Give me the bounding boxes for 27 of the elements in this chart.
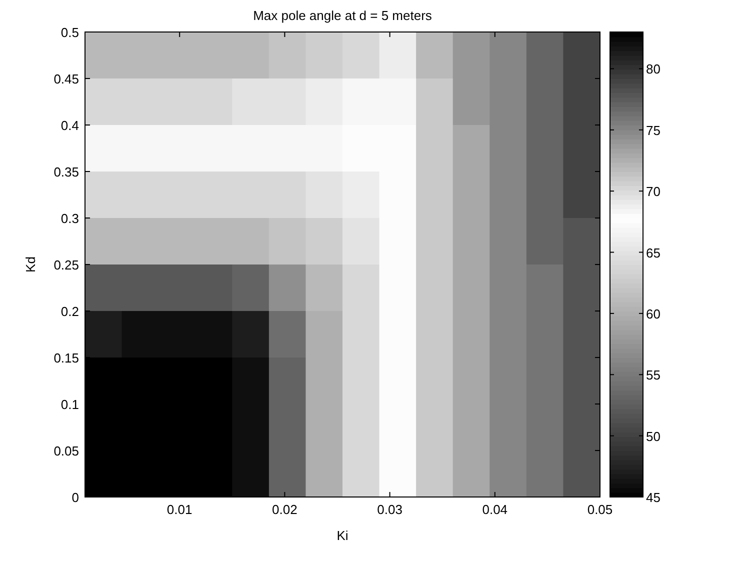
x-tick-label: 0.02 [272,502,298,517]
y-tick-label: 0.2 [60,304,79,319]
y-tick-label: 0.15 [54,350,79,366]
x-tick-label: 0.01 [166,502,192,517]
color-bar-label: 60 [646,306,660,322]
y-tick-label: 0.5 [60,25,79,40]
x-tick-label: 0.04 [482,502,508,517]
color-bar-label: 65 [646,245,660,260]
y-tick-label: 0 [72,490,79,505]
y-tick-label: 0.35 [54,164,79,180]
y-tick-label: 0.05 [54,444,79,458]
chart-title: Max pole angle at d = 5 meters [253,8,432,23]
y-tick-label: 0.45 [54,72,79,86]
y-tick-label: 0.1 [60,397,79,412]
color-bar-label: 50 [646,428,660,444]
x-tick-label: 0.03 [377,502,402,517]
y-tick-label: 0.4 [60,118,79,133]
color-bar-label: 75 [646,122,660,138]
y-tick-label: 0.25 [54,258,79,272]
x-axis-title: Ki [336,528,348,543]
color-bar-label: 45 [646,490,660,505]
y-tick-label: 0.3 [60,211,79,226]
y-axis-title: Kd [23,256,38,272]
color-bar-label: 70 [646,184,660,200]
color-bar-label: 80 [646,62,660,77]
color-bar-label: 55 [646,368,660,383]
x-tick-label: 0.05 [587,502,613,517]
